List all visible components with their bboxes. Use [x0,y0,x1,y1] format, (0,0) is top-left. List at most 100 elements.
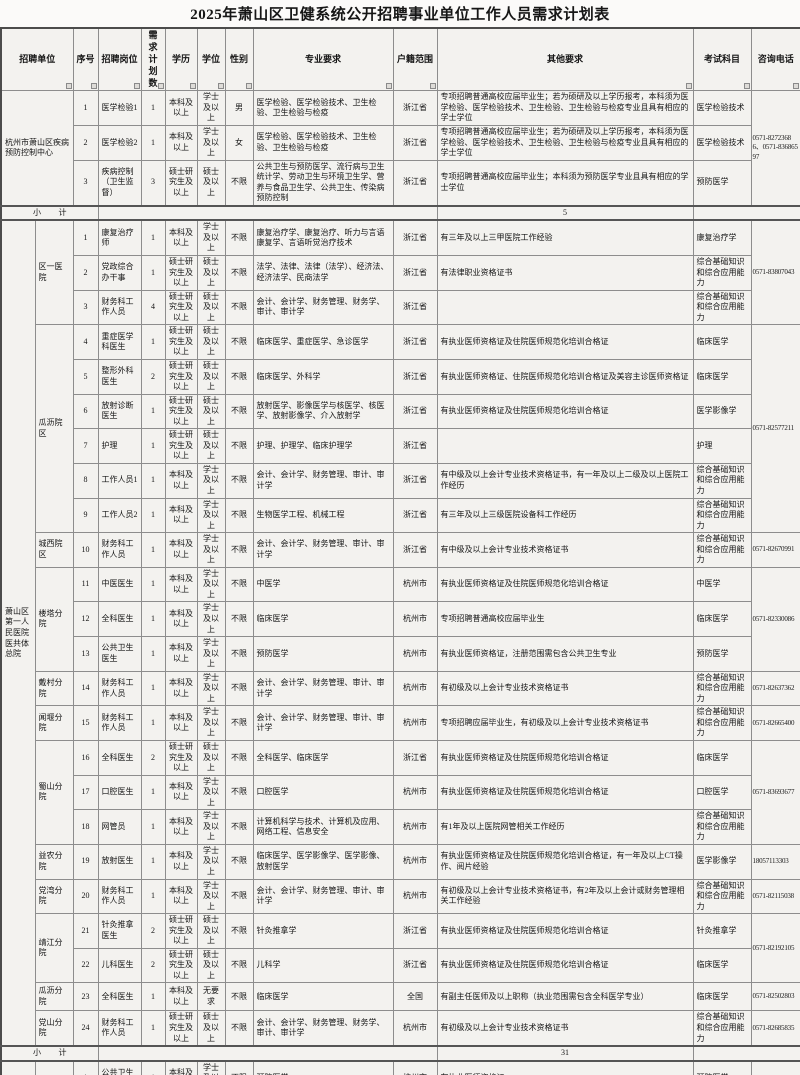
table-row: 楼塔分院 11 中医医生 1 本科及以上 学士及以上 不限 中医学 杭州市 有执业医师资格证及住院… [1,566,800,672]
cell-campus: 楼塔分院 [34,566,74,672]
cell-other: 有1年及以上医院网管相关工作经历 [436,809,694,845]
table-header: 招聘单位 序号 招聘岗位 需求计划数 学历 学位 性别 专业要求 户籍范围 其他要求 考试科目 咨询电… [0,27,800,92]
cell-degree: 学士及以上 [196,219,226,257]
cell-other: 有执业医师资格证及住院医师规范化培训合格证 [436,913,694,949]
cell-campus: 党山分院 [34,1010,74,1047]
cell-major: 临床医学、医学影像学、医学影像、放射医学 [252,843,394,880]
cell-hukou: 浙江省 [392,740,438,776]
cell-degree: 学士及以上 [196,601,226,638]
cell-post: 党政综合办干事 [97,255,142,291]
cell-seq: 1 [72,1060,99,1075]
cell-count: 1 [140,255,166,291]
cell-post: 公共卫生医生 [97,636,142,672]
column-header-7: 性别 [224,27,254,92]
cell-post: 重症医学科医生 [97,324,142,360]
cell-other: 有执业医师资格证，注册范围需包含公共卫生专业 [436,636,694,672]
cell-seq: 13 [72,636,99,672]
cell-hukou: 杭州市 [392,1060,438,1075]
cell-count: 2 [140,947,166,984]
cell-seq: 15 [72,705,99,741]
cell-seq: 20 [72,878,99,915]
cell-degree: 硕士及以上 [196,913,226,949]
cell-exam: 综合基础知识和综合应用能力 [692,289,752,326]
cell-major: 医学检验、医学检验技术、卫生检验、卫生检验与检疫 [252,90,394,127]
cell-major: 临床医学、重症医学、急诊医学 [252,324,394,360]
cell-other: 有中级及以上会计专业技术资格证书，有一年及以上二级及以上医院工作经历 [436,462,694,499]
subtotal-gap [97,1045,438,1062]
cell-degree: 学士及以上 [196,566,226,603]
cell-other: 有执业医师资格证 [436,1060,694,1075]
cell-gender: 不限 [224,670,254,707]
cell-phone: 0571-82685835 [750,1010,800,1047]
table-row: 瓜沥院区 4 重症医学科医生 1 硕士研究生及以上 硕士及以上 不限 临床医学、重症医学、急诊… [1,324,800,534]
cell-count: 1 [140,878,166,915]
cell-hukou: 浙江省 [392,428,438,464]
cell-hukou: 杭州市 [392,809,438,845]
cell-hukou: 浙江省 [392,462,438,499]
subtotal-label-text: 小计 [32,207,85,217]
cell-other: 有中级及以上会计专业技术资格证书 [436,532,694,568]
cell-count: 1 [140,532,166,568]
cell-hukou: 浙江省 [392,947,438,984]
cell-post: 财务科工作人员 [97,1010,142,1047]
column-header-6: 学位 [196,27,226,92]
cell-edu: 硕士研究生及以上 [164,947,198,984]
table-row: 闻堰分院 15 财务科工作人员 1 本科及以上 学士及以上 不限 会计、会计学、财务管理、审计… [1,705,800,741]
cell-edu: 本科及以上 [164,497,198,534]
cell-gender: 女 [224,125,254,161]
cell-exam: 临床医学 [692,601,752,638]
cell-hukou: 浙江省 [392,532,438,568]
cell-unit: 杭州市萧山区疾病预防控制中心 [0,90,74,207]
cell-edu: 本科及以上 [164,705,198,741]
cell-count: 2 [140,740,166,776]
cell-seq: 3 [72,289,99,326]
cell-gender: 不限 [224,159,254,207]
filter-mark-icon [245,83,252,90]
cell-exam: 临床医学 [692,982,752,1012]
cell-count: 1 [140,219,166,257]
cell-major: 生物医学工程、机械工程 [252,497,394,534]
cell-phone: 0571-82637362 [750,670,800,707]
subtotal-row: 小计 5 [0,204,800,222]
cell-gender: 男 [224,90,254,127]
filter-mark-icon [133,83,140,90]
cell-hukou: 杭州市 [392,636,438,672]
cell-degree: 学士及以上 [196,636,226,672]
filter-mark-icon [685,83,692,90]
cell-phone: 0571-82723686、0571-83686597 [750,90,800,207]
cell-other: 有执业医师资格证及住院医师规范化培训合格证 [436,566,694,603]
cell-major: 公共卫生与预防医学、流行病与卫生统计学、劳动卫生与环境卫生学、营养与食品卫生学、… [252,159,394,207]
cell-gender: 不限 [224,358,254,395]
cell-count: 1 [140,324,166,360]
cell-other: 有初级及以上会计专业技术资格证书 [436,670,694,707]
cell-seq: 19 [72,843,99,880]
cell-hukou: 浙江省 [392,324,438,360]
cell-edu: 硕士研究生及以上 [164,393,198,430]
cell-exam: 口腔医学 [692,774,752,811]
cell-major: 会计、会计学、财务管理、审计、审计学 [252,878,394,915]
cell-exam: 护理 [692,428,752,464]
filter-mark-icon [793,83,800,90]
cell-count: 1 [140,601,166,638]
cell-gender: 不限 [224,566,254,603]
cell-degree: 硕士及以上 [196,740,226,776]
cell-major: 口腔医学 [252,774,394,811]
cell-exam: 综合基础知识和综合应用能力 [692,497,752,534]
cell-degree: 硕士及以上 [196,393,226,430]
cell-seq: 14 [72,670,99,707]
cell-major: 儿科学 [252,947,394,984]
cell-edu: 硕士研究生及以上 [164,289,198,326]
cell-major: 会计、会计学、财务管理、审计、审计学 [252,705,394,741]
cell-other: 专项招聘普通高校应届毕业生；若为硕研及以上学历报考，本科须为医学检验、医学检验技… [436,90,694,127]
cell-gender: 不限 [224,289,254,326]
cell-post: 财务科工作人员 [97,289,142,326]
filter-mark-icon [385,83,392,90]
cell-post: 财务科工作人员 [97,878,142,915]
cell-major: 会计、会计学、财务管理、财务学、审计、审计学 [252,1010,394,1047]
cell-phone: 0571-82670991 [750,532,800,568]
cell-degree: 学士及以上 [196,809,226,845]
cell-edu: 硕士研究生及以上 [164,428,198,464]
table-row: 萧山区第一人民医院医共体总院 区一医院 1 康复治疗师 1 本科及以上 学士及以上 不限 康复治… [0,219,800,1047]
table-row: 杭州市萧山区疾病预防控制中心 1 医学检验1 1 本科及以上 学士及以上男医学检验、医学检… [0,90,800,207]
